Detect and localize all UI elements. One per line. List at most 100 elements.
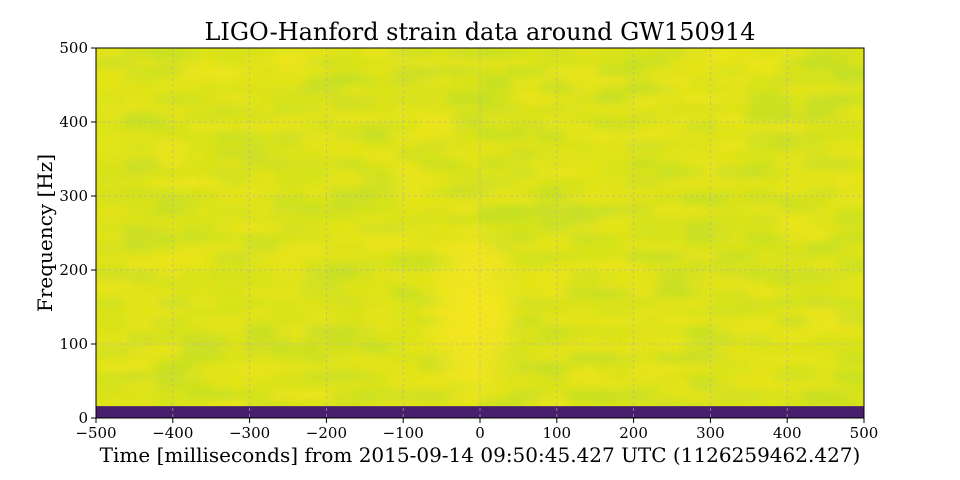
heatmap-cell — [571, 48, 618, 59]
heatmap-cell — [184, 48, 231, 59]
heatmap-cell — [572, 66, 618, 77]
heatmap-cell — [476, 251, 523, 262]
heatmap-cell — [181, 270, 227, 281]
heatmap-cell — [627, 48, 674, 59]
heatmap-cell — [423, 223, 469, 234]
heatmap-cell — [332, 325, 378, 336]
heatmap-cell — [423, 371, 470, 382]
heatmap-cell — [506, 66, 552, 77]
heatmap-cell — [802, 353, 848, 364]
heatmap-cell — [153, 48, 200, 59]
heatmap-cell — [99, 112, 146, 123]
heatmap-cell — [572, 205, 618, 216]
heatmap-cell — [304, 94, 351, 105]
heatmap-cell — [807, 251, 854, 262]
heatmap-cell — [125, 316, 172, 327]
heatmap-cell — [749, 390, 795, 401]
heatmap-cell — [96, 149, 139, 160]
heatmap-cell — [448, 66, 494, 77]
heatmap-cell — [571, 260, 617, 271]
heatmap-cell — [157, 159, 204, 170]
heatmap-cell — [270, 362, 316, 373]
heatmap-cell — [330, 316, 377, 327]
heatmap-cell — [451, 75, 498, 86]
heatmap-cell — [157, 233, 204, 244]
heatmap-cell — [240, 85, 287, 96]
heatmap-cell — [564, 131, 611, 142]
heatmap-cell — [659, 177, 705, 188]
heatmap-cell — [304, 353, 350, 364]
heatmap-cell — [572, 140, 618, 151]
heatmap-cell — [714, 344, 761, 355]
heatmap-cell — [99, 205, 145, 216]
heatmap-cell — [393, 223, 440, 234]
heatmap-cell — [214, 371, 261, 382]
heatmap-cell — [269, 149, 316, 160]
heatmap-cell — [565, 103, 612, 114]
heatmap-cell — [96, 297, 140, 308]
heatmap-cell — [152, 75, 198, 86]
heatmap-cell — [152, 131, 198, 142]
heatmap-cell — [419, 48, 466, 59]
heatmap-cell — [97, 122, 143, 133]
heatmap-cell — [275, 112, 321, 123]
heatmap-cell — [364, 159, 411, 170]
heatmap-cell — [96, 353, 142, 364]
heatmap-cell — [689, 149, 736, 160]
heatmap-cell — [629, 316, 675, 327]
heatmap-cell — [660, 325, 707, 336]
heatmap-cell — [127, 168, 173, 179]
heatmap-cell — [808, 205, 855, 216]
heatmap-cell — [125, 325, 171, 336]
heatmap-cell — [509, 297, 555, 308]
heatmap-cell — [569, 362, 615, 373]
heatmap-cell — [394, 149, 441, 160]
heatmap-cell — [778, 103, 824, 114]
heatmap-cell — [838, 186, 864, 197]
heatmap-cell — [476, 390, 522, 401]
heatmap-cell — [660, 131, 707, 142]
heatmap-cell — [807, 233, 854, 244]
heatmap-cell — [537, 131, 583, 142]
heatmap-cell — [748, 251, 795, 262]
heatmap-cell — [775, 270, 822, 281]
heatmap-cell — [419, 390, 465, 401]
heatmap-cell — [687, 316, 734, 327]
heatmap-cell — [128, 279, 175, 290]
heatmap-cell — [305, 186, 351, 197]
heatmap-cell — [714, 362, 761, 373]
heatmap-cell — [837, 242, 864, 253]
heatmap-cell — [511, 186, 558, 197]
heatmap-cell — [656, 112, 702, 123]
heatmap-cell — [772, 390, 819, 401]
heatmap-cell — [390, 48, 436, 59]
heatmap-cell — [569, 94, 616, 105]
heatmap-cell — [597, 270, 643, 281]
heatmap-cell — [835, 205, 864, 216]
heatmap-cell — [394, 270, 440, 281]
heatmap-cell — [748, 57, 795, 68]
heatmap-cell — [246, 334, 293, 345]
heatmap-cell — [96, 94, 142, 105]
heatmap-cell — [156, 251, 203, 262]
y-tick-label: 0 — [78, 409, 88, 427]
heatmap-cell — [658, 260, 704, 271]
heatmap-cell — [714, 233, 760, 244]
heatmap-cell — [393, 122, 440, 133]
heatmap-cell — [511, 177, 558, 188]
heatmap-cell — [335, 85, 382, 96]
heatmap-cell — [748, 48, 795, 59]
heatmap-cell — [363, 140, 409, 151]
heatmap-cell — [837, 112, 864, 123]
heatmap-cell — [479, 131, 526, 142]
heatmap-cell — [96, 75, 139, 86]
heatmap-cell — [98, 223, 145, 234]
heatmap-cell — [216, 177, 263, 188]
heatmap-cell — [273, 66, 319, 77]
heatmap-cell — [568, 279, 614, 290]
heatmap-cell — [302, 177, 348, 188]
heatmap-cell — [187, 186, 234, 197]
heatmap-cell — [595, 122, 642, 133]
y-axis: 0 100 200 300 400 500 — [59, 39, 96, 427]
heatmap-cell — [99, 362, 146, 373]
